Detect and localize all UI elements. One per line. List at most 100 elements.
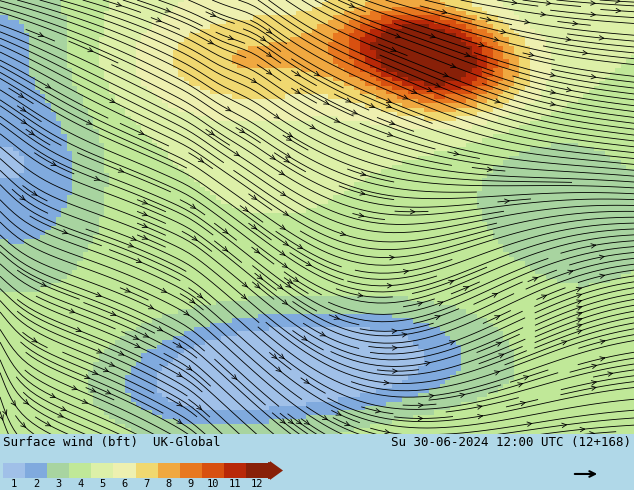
FancyArrowPatch shape	[391, 48, 396, 51]
FancyArrowPatch shape	[23, 399, 29, 404]
FancyArrowPatch shape	[109, 362, 114, 366]
FancyArrowPatch shape	[139, 130, 144, 134]
FancyArrowPatch shape	[392, 346, 397, 350]
FancyArrowPatch shape	[279, 171, 284, 175]
FancyArrowPatch shape	[38, 32, 43, 37]
FancyArrowPatch shape	[494, 37, 498, 41]
FancyArrowPatch shape	[403, 95, 408, 99]
FancyArrowPatch shape	[84, 374, 89, 379]
FancyArrowPatch shape	[524, 20, 529, 24]
FancyArrowPatch shape	[599, 36, 604, 40]
FancyArrowPatch shape	[323, 416, 328, 420]
FancyArrowPatch shape	[46, 84, 51, 88]
Bar	[47, 463, 69, 478]
FancyArrowPatch shape	[242, 282, 247, 287]
Bar	[91, 463, 113, 478]
FancyArrowPatch shape	[435, 316, 440, 319]
FancyArrowPatch shape	[177, 402, 182, 406]
FancyArrowPatch shape	[279, 354, 284, 359]
Bar	[69, 463, 91, 478]
FancyArrowPatch shape	[429, 394, 434, 398]
FancyArrowPatch shape	[386, 98, 391, 103]
FancyArrowPatch shape	[465, 52, 470, 57]
FancyArrowPatch shape	[592, 364, 597, 368]
FancyArrowPatch shape	[282, 263, 287, 268]
FancyArrowPatch shape	[208, 40, 213, 44]
FancyArrowPatch shape	[479, 43, 484, 47]
FancyArrowPatch shape	[529, 52, 534, 57]
FancyArrowPatch shape	[387, 132, 392, 136]
FancyArrowPatch shape	[240, 128, 245, 133]
FancyArrowPatch shape	[450, 341, 455, 345]
FancyArrowPatch shape	[443, 73, 448, 77]
FancyArrowPatch shape	[505, 199, 509, 203]
FancyArrowPatch shape	[295, 72, 300, 76]
FancyArrowPatch shape	[86, 120, 91, 124]
FancyArrowPatch shape	[306, 262, 311, 266]
FancyArrowPatch shape	[323, 100, 328, 104]
FancyArrowPatch shape	[103, 368, 108, 372]
FancyArrowPatch shape	[184, 311, 189, 315]
Text: Surface wind (bft)  UK-Global: Surface wind (bft) UK-Global	[3, 437, 221, 449]
Text: 1: 1	[11, 479, 17, 489]
FancyArrowPatch shape	[255, 283, 260, 288]
FancyArrowPatch shape	[314, 72, 320, 75]
FancyArrowPatch shape	[280, 225, 285, 229]
FancyArrowPatch shape	[70, 309, 75, 313]
FancyArrowPatch shape	[110, 98, 115, 102]
FancyArrowPatch shape	[546, 1, 551, 5]
FancyArrowPatch shape	[72, 386, 77, 390]
FancyArrowPatch shape	[186, 366, 191, 370]
FancyArrowPatch shape	[177, 343, 182, 347]
FancyArrowPatch shape	[533, 277, 538, 281]
FancyArrowPatch shape	[288, 419, 294, 424]
Bar	[136, 463, 158, 478]
FancyArrowPatch shape	[454, 151, 458, 156]
FancyArrowPatch shape	[296, 419, 301, 424]
Bar	[179, 463, 202, 478]
FancyArrowPatch shape	[21, 119, 26, 124]
FancyArrowPatch shape	[165, 8, 170, 12]
FancyArrowPatch shape	[62, 230, 67, 234]
FancyArrowPatch shape	[334, 315, 339, 319]
FancyArrowPatch shape	[583, 50, 587, 55]
FancyArrowPatch shape	[608, 372, 612, 376]
FancyArrowPatch shape	[477, 415, 482, 419]
FancyArrowPatch shape	[375, 409, 380, 413]
FancyArrowPatch shape	[346, 98, 351, 102]
FancyArrowPatch shape	[76, 327, 81, 332]
FancyArrowPatch shape	[284, 158, 289, 162]
Text: 2: 2	[33, 479, 39, 489]
Text: 10: 10	[207, 479, 219, 489]
Text: 12: 12	[250, 479, 263, 489]
FancyArrowPatch shape	[32, 338, 37, 342]
FancyArrowPatch shape	[487, 167, 492, 171]
FancyArrowPatch shape	[294, 277, 299, 282]
FancyArrowPatch shape	[41, 282, 46, 286]
FancyArrowPatch shape	[577, 312, 582, 316]
FancyArrowPatch shape	[91, 388, 96, 392]
FancyArrowPatch shape	[190, 298, 195, 303]
FancyArrowPatch shape	[541, 12, 545, 16]
FancyArrowPatch shape	[192, 236, 197, 241]
FancyArrowPatch shape	[418, 403, 423, 408]
FancyArrowPatch shape	[550, 73, 555, 77]
Bar	[158, 463, 179, 478]
Text: 11: 11	[229, 479, 241, 489]
FancyArrowPatch shape	[591, 244, 596, 248]
FancyArrowPatch shape	[118, 168, 124, 172]
FancyArrowPatch shape	[425, 361, 430, 366]
FancyArrowPatch shape	[576, 300, 581, 304]
FancyArrowPatch shape	[524, 376, 529, 380]
FancyArrowPatch shape	[495, 371, 500, 375]
FancyArrowPatch shape	[592, 381, 596, 385]
Text: 9: 9	[188, 479, 194, 489]
Text: 4: 4	[77, 479, 84, 489]
FancyArrowPatch shape	[492, 294, 497, 297]
FancyArrowPatch shape	[562, 423, 566, 428]
FancyArrowPatch shape	[573, 21, 578, 25]
FancyArrowPatch shape	[177, 372, 182, 377]
FancyArrowPatch shape	[266, 29, 271, 33]
FancyArrowPatch shape	[541, 295, 547, 299]
FancyArrowPatch shape	[280, 251, 285, 255]
